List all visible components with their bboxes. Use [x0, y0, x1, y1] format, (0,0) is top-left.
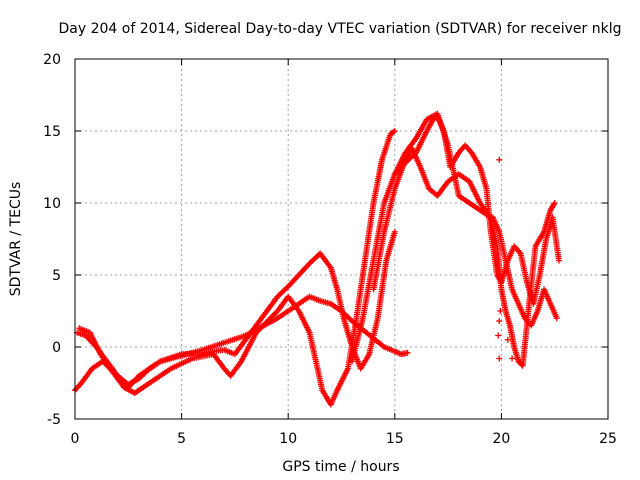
data-point — [509, 355, 516, 362]
y-tick-label: 5 — [52, 268, 61, 284]
data-point — [496, 318, 503, 325]
data-point — [391, 228, 398, 235]
data-point — [391, 128, 398, 134]
data-point — [495, 332, 502, 339]
data-point — [551, 200, 558, 206]
x-tick-label: 10 — [279, 431, 297, 447]
x-tick-label: 0 — [71, 431, 80, 447]
x-tick-label: 20 — [492, 431, 510, 447]
data-point — [553, 315, 560, 322]
y-tick-label: -5 — [47, 412, 61, 428]
data-point — [496, 156, 503, 163]
x-tick-label: 5 — [177, 431, 186, 447]
axis-ticks — [74, 58, 609, 420]
data-point — [283, 284, 290, 291]
x-tick-label: 15 — [386, 431, 404, 447]
data-point — [504, 336, 511, 343]
y-tick-label: 10 — [43, 196, 61, 212]
series-track-6 — [391, 110, 560, 329]
y-tick-labels: -5 0 5 10 15 20 — [43, 52, 61, 428]
data-point — [497, 308, 504, 314]
data-points — [72, 110, 562, 408]
data-point — [496, 355, 503, 362]
plot-frame — [74, 58, 609, 420]
series-isolated-points — [495, 156, 516, 362]
y-tick-label: 15 — [43, 124, 61, 140]
x-tick-labels: 0 5 10 15 20 25 — [71, 431, 617, 447]
data-point — [555, 257, 562, 264]
data-point — [404, 349, 411, 356]
y-tick-label: 20 — [43, 52, 61, 68]
x-tick-label: 25 — [599, 431, 617, 447]
x-axis-label: GPS time / hours — [282, 459, 399, 475]
y-tick-label: 0 — [52, 340, 61, 356]
chart-title: Day 204 of 2014, Sidereal Day-to-day VTE… — [59, 21, 622, 37]
y-axis-label: SDTVAR / TECUs — [8, 182, 24, 297]
series-track-5 — [370, 145, 558, 369]
series-track-2 — [76, 128, 398, 408]
series-track-3 — [72, 293, 411, 394]
